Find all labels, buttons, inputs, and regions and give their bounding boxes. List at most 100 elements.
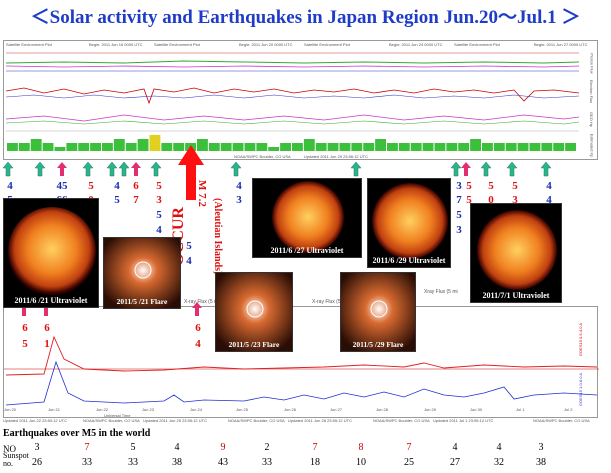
kp-bar bbox=[446, 143, 458, 151]
num-blue: 4 bbox=[7, 180, 13, 192]
earthquake-heading: Earthquakes over M5 in the world bbox=[3, 428, 151, 439]
kp-bar bbox=[280, 143, 291, 151]
sun-image-0627: 2011/6 /27 Ultraviolet bbox=[252, 178, 362, 258]
kp-bar bbox=[351, 143, 363, 151]
flare-image-0523: 2011/5 /23 Flare bbox=[215, 272, 293, 352]
sunspot-count: 33 bbox=[82, 457, 92, 468]
activity-markers bbox=[2, 161, 552, 177]
sunspot-count: 27 bbox=[450, 457, 460, 468]
earthquake-count: 7 bbox=[312, 442, 318, 453]
earthquake-count: 4 bbox=[452, 442, 458, 453]
flare-caption: 2011/5 /29 Flare bbox=[352, 340, 404, 349]
earthquake-count: 3 bbox=[538, 442, 544, 453]
kp-bar bbox=[268, 147, 280, 151]
kp-bar bbox=[553, 143, 565, 151]
axis-date: Jun 30 bbox=[470, 407, 483, 412]
sunspot-count: 25 bbox=[404, 457, 414, 468]
num-blue: 3 bbox=[456, 180, 462, 192]
axis-date: Jun 25 bbox=[236, 407, 249, 412]
axis-date: Jun 24 bbox=[190, 407, 203, 412]
num-red: 5 bbox=[22, 338, 28, 350]
kp-bar bbox=[493, 143, 505, 151]
kp-bar bbox=[90, 143, 101, 151]
kp-bar bbox=[482, 143, 493, 151]
kp-bar bbox=[434, 143, 446, 151]
kp-bar bbox=[208, 143, 220, 151]
sun-image-0621: 2011/6 /21 Ultraviolet bbox=[3, 198, 99, 308]
kp-bar bbox=[565, 143, 576, 151]
axis-date: Jun 26 bbox=[284, 407, 297, 412]
earthquake-count: 5 bbox=[130, 442, 136, 453]
num-red: 3 bbox=[512, 194, 518, 206]
kp-bar bbox=[315, 143, 327, 151]
kp-bar bbox=[363, 143, 375, 151]
kp-bar bbox=[18, 143, 30, 151]
num-blue: 4 bbox=[114, 180, 120, 192]
xray-series-b: GOES15 1.0-8.0 A bbox=[578, 372, 584, 407]
flare-image-0529: 2011/5 /29 Flare bbox=[340, 272, 416, 352]
xray-axis-dates: Jun 20 Jun 21 Jun 22 Jun 23 Jun 24 Jun 2… bbox=[4, 407, 599, 415]
footer-text: NOAA/SWPC Boulder, CO USA bbox=[533, 418, 590, 423]
num-red: 5 bbox=[466, 194, 472, 206]
kp-bar bbox=[256, 143, 268, 151]
kp-bar bbox=[458, 143, 470, 151]
sun-caption: 2011/6 /29 Ultraviolet bbox=[372, 256, 446, 265]
earthquake-count: 8 bbox=[358, 442, 364, 453]
kp-bar bbox=[149, 135, 161, 151]
earthquake-count: 7 bbox=[406, 442, 412, 453]
num-blue: 4 bbox=[156, 224, 162, 236]
kp-bar bbox=[102, 143, 113, 151]
kp-bar bbox=[7, 143, 18, 151]
axis-date: Jul 2 bbox=[564, 407, 573, 412]
kp-bar bbox=[529, 143, 541, 151]
kp-bar bbox=[220, 143, 232, 151]
kp-bar bbox=[470, 139, 481, 151]
earthquake-count: 4 bbox=[496, 442, 502, 453]
sunspot-count: 43 bbox=[218, 457, 228, 468]
flare-image-0521: 2011/5 /21 Flare bbox=[103, 237, 181, 309]
num-blue: 5 bbox=[186, 240, 192, 252]
axis-date: Jul 1 bbox=[516, 407, 525, 412]
footer-text: NOAA/SWPC Boulder, CO USA bbox=[228, 418, 285, 423]
kp-bar bbox=[303, 139, 315, 151]
num-blue: 4 bbox=[546, 180, 552, 192]
kp-bar bbox=[292, 143, 303, 151]
num-red: 5 bbox=[88, 180, 94, 192]
sun-caption: 2011/7/1 Ultraviolet bbox=[482, 291, 550, 300]
sun-image-0701: 2011/7/1 Ultraviolet bbox=[470, 203, 562, 303]
num-blue: 4 bbox=[546, 194, 552, 206]
panel-header-5: Satellite Environment Plot bbox=[304, 42, 350, 47]
satellite-environment-panel: Satellite Environment Plot Begin: 2011 J… bbox=[3, 40, 598, 160]
num-blue: 5 bbox=[456, 209, 462, 221]
xray-flux-panel: X-ray Flux (5 minute data) X-ray Flux (5… bbox=[3, 289, 599, 418]
earthquake-count: 4 bbox=[174, 442, 180, 453]
flare-caption: 2011/5 /23 Flare bbox=[228, 340, 280, 349]
kp-bar bbox=[78, 143, 90, 151]
kp-bar bbox=[137, 139, 149, 151]
kp-bar bbox=[410, 143, 422, 151]
panel-header-4: Begin: 2011 Jun 20 0000 UTC bbox=[239, 42, 293, 47]
sunspot-count: 26 bbox=[32, 457, 42, 468]
event-place: (Aleutian Islands) bbox=[212, 198, 223, 275]
kp-bar bbox=[161, 143, 173, 151]
kp-bar bbox=[339, 143, 351, 151]
kp-bar bbox=[517, 143, 529, 151]
num-blue: 3 bbox=[236, 194, 242, 206]
footer-text: Updated 2011 Jun 22 23:50:12 UTC bbox=[3, 418, 67, 423]
satellite-plots bbox=[5, 52, 580, 151]
event-magnitude: M 7.2 bbox=[196, 180, 208, 207]
earthquake-count: 7 bbox=[84, 442, 90, 453]
axis-date: Jun 22 bbox=[96, 407, 109, 412]
sunspot-count: 32 bbox=[494, 457, 504, 468]
num-blue: 5 bbox=[114, 194, 120, 206]
earthquake-count: 9 bbox=[220, 442, 226, 453]
event-arrow bbox=[178, 145, 204, 200]
panel-header-8: Begin: 2011 Jun 27 0000 UTC bbox=[534, 42, 588, 47]
kp-bar bbox=[66, 143, 78, 151]
kp-bar bbox=[173, 143, 185, 151]
kp-bar bbox=[30, 139, 42, 151]
panel-header-2: Begin: 2011 Jun 16 0000 UTC bbox=[89, 42, 143, 47]
axis-date: Jun 27 bbox=[330, 407, 343, 412]
kp-bar bbox=[327, 143, 339, 151]
num-red: 5 bbox=[466, 180, 472, 192]
